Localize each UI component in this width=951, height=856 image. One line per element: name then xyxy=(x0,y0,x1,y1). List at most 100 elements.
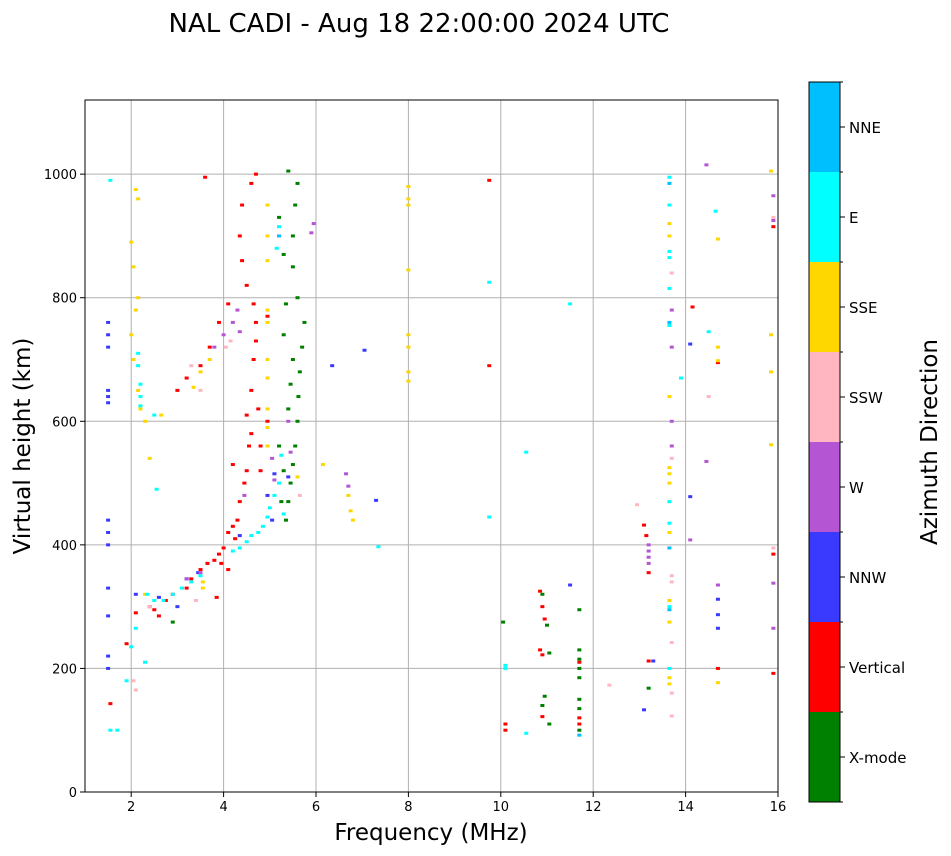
data-point xyxy=(106,333,111,337)
y-tick-label: 800 xyxy=(52,292,77,307)
data-point xyxy=(651,659,656,663)
data-point xyxy=(272,478,277,482)
data-point xyxy=(503,722,508,726)
data-point xyxy=(374,498,379,502)
data-point xyxy=(265,444,270,448)
data-point xyxy=(242,481,247,485)
data-point xyxy=(277,234,282,238)
colorbar-segment xyxy=(809,352,840,442)
data-point xyxy=(200,586,205,590)
data-point xyxy=(406,370,411,374)
data-point xyxy=(646,686,651,690)
data-point xyxy=(129,333,134,337)
data-point xyxy=(106,395,111,399)
data-point xyxy=(769,370,774,374)
data-point xyxy=(667,175,672,179)
data-point xyxy=(124,642,129,646)
data-point xyxy=(667,249,672,253)
colorbar-segment xyxy=(809,712,840,802)
data-point xyxy=(487,515,492,519)
data-point xyxy=(281,512,286,516)
colorbar-tick-label: NNW xyxy=(849,569,886,587)
data-point xyxy=(115,728,120,732)
data-point xyxy=(131,358,136,361)
data-point xyxy=(542,694,547,698)
data-point xyxy=(170,620,175,624)
data-point xyxy=(348,509,353,513)
data-point xyxy=(667,395,672,399)
series-ssw xyxy=(131,215,776,718)
data-point xyxy=(106,654,111,658)
data-point xyxy=(540,653,545,657)
data-point xyxy=(143,592,148,596)
data-point xyxy=(715,583,720,587)
data-point xyxy=(138,382,143,386)
data-point xyxy=(577,728,582,732)
data-point xyxy=(256,531,261,534)
data-point xyxy=(669,580,674,584)
colorbar-tick-label: E xyxy=(849,209,858,227)
data-point xyxy=(715,597,720,601)
data-point xyxy=(669,345,674,349)
data-point xyxy=(196,571,201,575)
data-point xyxy=(577,716,582,720)
colorbar-frame xyxy=(808,81,841,803)
data-point xyxy=(288,481,293,485)
data-point xyxy=(771,215,776,219)
data-point xyxy=(221,546,226,550)
data-point xyxy=(260,524,265,528)
data-point xyxy=(667,666,672,670)
data-point xyxy=(667,620,672,624)
data-point xyxy=(646,561,651,565)
chart-title: NAL CADI - Aug 18 22:00:00 2024 UTC xyxy=(169,9,670,39)
data-point xyxy=(203,175,208,179)
series-nnw xyxy=(106,320,720,712)
data-point xyxy=(249,534,254,538)
data-point xyxy=(667,286,672,290)
data-point xyxy=(769,443,774,447)
data-point xyxy=(226,302,231,306)
data-point xyxy=(237,500,242,504)
data-point xyxy=(265,358,270,361)
x-tick-label: 6 xyxy=(312,800,320,815)
data-point xyxy=(240,203,245,207)
data-point xyxy=(503,666,508,670)
data-point xyxy=(133,688,138,692)
data-point xyxy=(771,671,776,675)
data-point xyxy=(161,598,166,602)
data-point xyxy=(667,598,672,602)
data-point xyxy=(235,308,240,312)
data-point xyxy=(667,466,672,470)
data-point xyxy=(106,345,111,349)
plot-area: 2 4 6 8 10 12 14 16 0 200 400 600 800 1000 xyxy=(44,99,786,815)
data-point xyxy=(667,521,672,525)
data-point xyxy=(524,450,529,454)
data-point xyxy=(277,444,282,448)
data-point xyxy=(138,395,143,399)
data-point xyxy=(272,472,277,476)
data-point xyxy=(237,546,242,550)
data-point xyxy=(184,577,189,581)
data-point xyxy=(253,339,258,343)
data-point xyxy=(136,296,141,300)
data-point xyxy=(362,348,367,352)
data-point xyxy=(175,388,180,392)
data-point xyxy=(540,704,545,707)
data-point xyxy=(715,666,720,670)
data-point xyxy=(297,493,302,497)
data-point xyxy=(228,339,233,343)
data-point xyxy=(265,234,270,238)
data-point xyxy=(106,401,111,405)
data-point xyxy=(277,225,282,229)
data-point xyxy=(106,543,111,547)
data-point xyxy=(642,523,647,527)
data-point xyxy=(129,240,134,244)
x-tick-label: 8 xyxy=(404,800,412,815)
data-point xyxy=(547,722,552,726)
data-point xyxy=(667,676,672,680)
data-point xyxy=(244,283,249,287)
data-point xyxy=(152,608,157,612)
data-point xyxy=(688,342,693,346)
data-point xyxy=(302,320,307,324)
data-point xyxy=(286,169,291,173)
